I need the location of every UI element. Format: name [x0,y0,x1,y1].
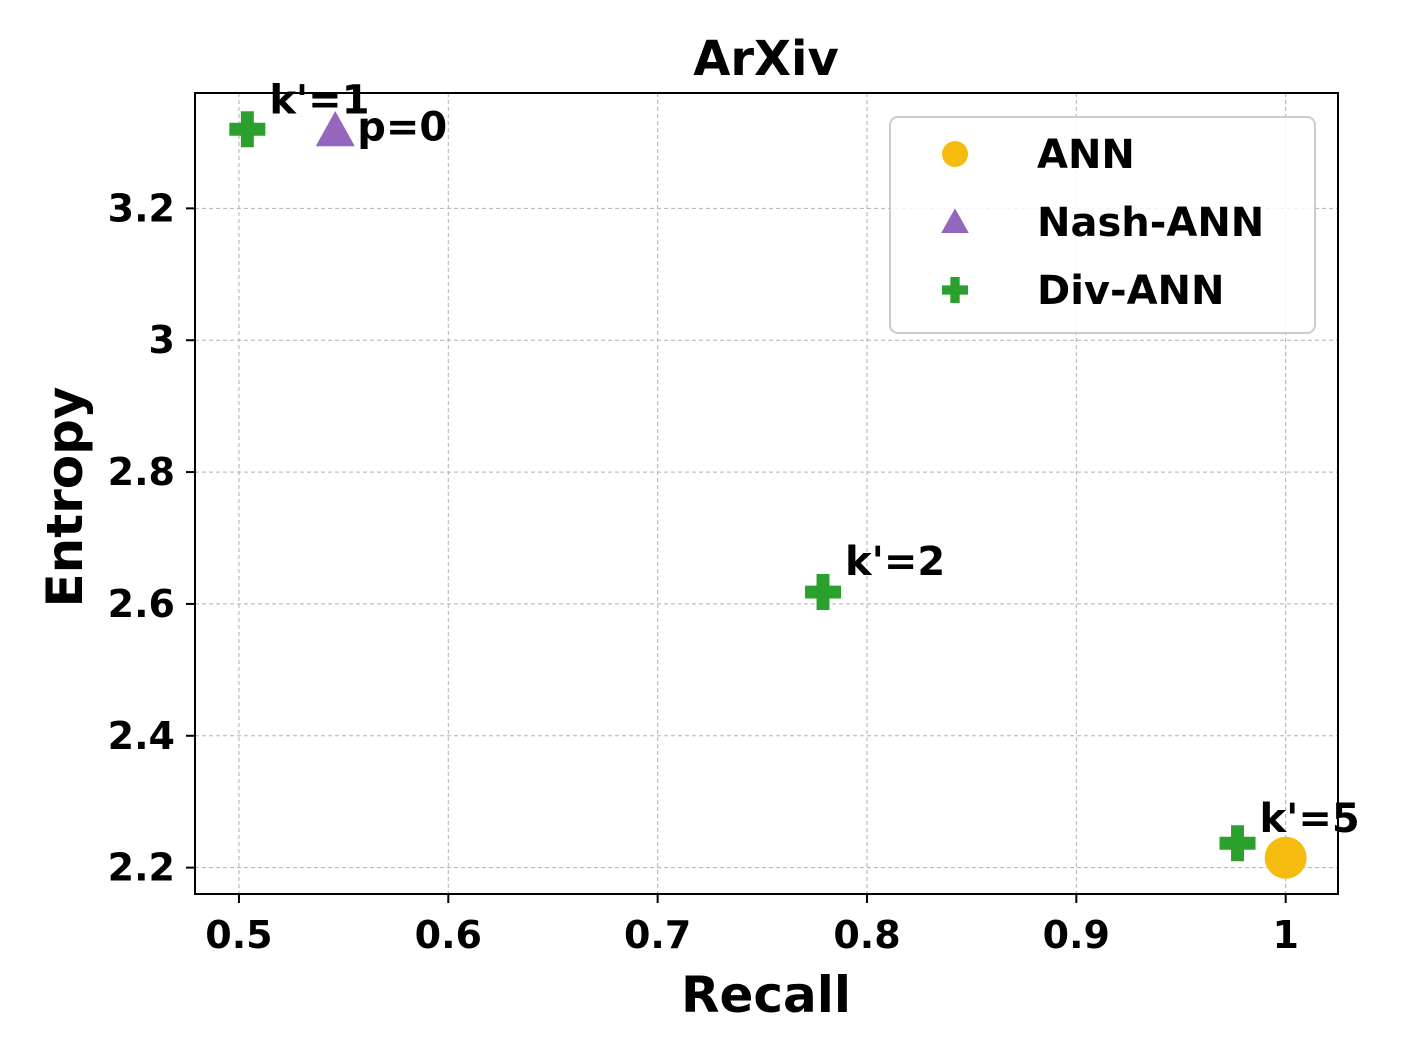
point-div-ann [805,574,842,611]
point-ann [1264,836,1307,879]
point-label: p=0 [357,105,447,151]
y-tick-label: 3 [149,318,175,362]
legend-marker-ann [942,141,968,167]
y-tick-label: 2.6 [108,582,175,626]
legend-box [889,116,1316,334]
point-annotations: p=0k'=1 k'=2 k'=5 [269,77,1359,842]
point-nash-ann [315,111,355,147]
y-axis-ticks: 2.2 2.4 2.6 2.8 3 3.2 [108,186,195,890]
legend: ANN Nash-ANN Div-ANN [889,116,1316,334]
legend-label: Nash-ANN [1037,200,1264,246]
legend-marker-div-ann [942,277,968,303]
legend-marker-nash-ann [941,208,969,234]
y-axis-label: Entropy [36,386,94,607]
y-tick-label: 3.2 [108,186,175,230]
x-tick-label: 0.5 [205,913,272,957]
y-tick-label: 2.8 [108,450,175,494]
x-tick-label: 0.8 [833,913,900,957]
x-tick-label: 0.7 [624,913,691,957]
point-label: k'=2 [845,539,945,585]
y-tick-label: 2.2 [108,846,175,890]
point-div-ann [229,111,266,148]
point-div-ann [1219,825,1256,862]
data-points [229,111,1307,879]
legend-label: ANN [1037,132,1135,178]
x-tick-label: 0.6 [415,913,482,957]
point-label: k'=5 [1260,796,1360,842]
x-axis-label: Recall [681,966,851,1024]
legend-label: Div-ANN [1037,268,1225,314]
x-tick-label: 0.9 [1043,913,1110,957]
plot-frame [194,92,1339,895]
chart-title: ArXiv [693,31,839,87]
x-tick-label: 1 [1272,913,1298,957]
point-label: k'=1 [269,77,369,123]
x-axis-ticks: 0.5 0.6 0.7 0.8 0.9 1 [205,894,1299,957]
y-tick-label: 2.4 [108,714,175,758]
